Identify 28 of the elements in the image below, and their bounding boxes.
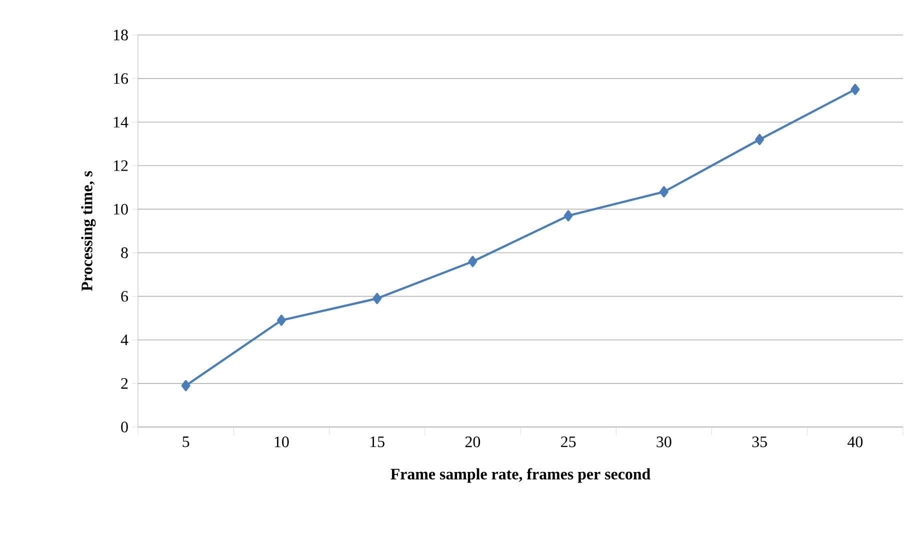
point — [755, 134, 764, 146]
y-tick-label: 2 — [121, 378, 128, 389]
x-axis-title: Frame sample rate, frames per second — [390, 468, 650, 483]
point — [181, 380, 190, 392]
x-tick-label: 20 — [465, 436, 480, 448]
y-tick-label: 6 — [121, 290, 128, 302]
y-tick-label: 0 — [121, 422, 128, 432]
x-tick-label: 10 — [274, 436, 289, 448]
y-tick-label: 16 — [114, 73, 128, 84]
x-tick-label: 30 — [656, 436, 672, 448]
y-tick-label: 18 — [114, 30, 128, 40]
y-tick-label: 12 — [114, 160, 128, 171]
point — [372, 292, 382, 304]
x-tick-label: 40 — [848, 436, 863, 448]
x-tick-label: 15 — [370, 436, 384, 448]
point — [276, 314, 286, 326]
y-axis-title: Processing time, s — [81, 171, 96, 291]
x-tick-label: 35 — [752, 436, 767, 448]
point — [468, 256, 478, 268]
y-tick-label: 8 — [121, 247, 128, 258]
y-tick-label: 14 — [114, 116, 128, 128]
y-tick-label: 10 — [114, 204, 128, 215]
x-tick-label: 5 — [182, 436, 190, 448]
point — [850, 84, 860, 96]
point — [564, 210, 573, 222]
y-tick-label: 4 — [120, 334, 128, 346]
point — [659, 186, 668, 198]
x-tick-label: 25 — [561, 436, 576, 448]
